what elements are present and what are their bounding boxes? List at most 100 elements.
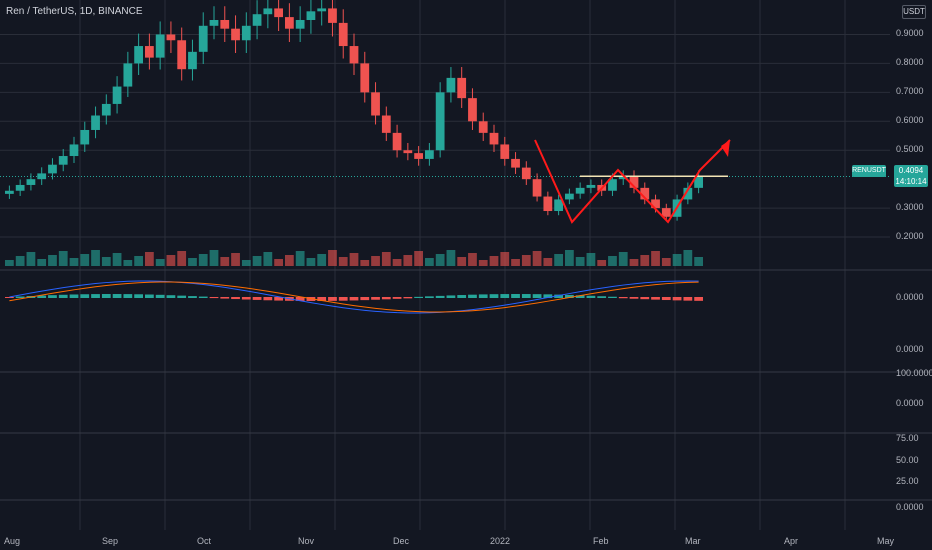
macd-histogram-bar [145, 294, 154, 298]
price-axis-label: 0.6000 [896, 115, 924, 126]
macd-histogram-bar [252, 297, 262, 300]
panel-axis-label: 0.0000 [896, 344, 924, 354]
macd-histogram-bar [198, 296, 208, 298]
volume-bar [468, 253, 477, 266]
current-price: 0.4094 [898, 166, 924, 175]
time-axis-label: Oct [197, 536, 212, 546]
candle [166, 34, 176, 41]
volume-bar [317, 254, 327, 266]
macd-histogram-bar [435, 295, 445, 298]
volume-bar [26, 252, 36, 266]
macd-histogram-bar [317, 297, 327, 301]
volume-bar [511, 259, 520, 266]
candle [511, 158, 520, 168]
candle [403, 150, 413, 154]
volume-bar [489, 256, 499, 266]
candle [414, 153, 423, 159]
volume-bar [640, 255, 650, 266]
volume-bar [651, 251, 660, 266]
ticker-badge: RENUSDT [852, 165, 886, 177]
macd-histogram-bar [554, 294, 563, 298]
volume-bar [231, 253, 240, 266]
macd-histogram-bar [575, 295, 585, 298]
volume-bar [155, 259, 165, 266]
candle [381, 115, 391, 133]
candle [80, 129, 90, 145]
macd-histogram-bar [478, 294, 488, 298]
candle [155, 34, 165, 58]
volume-bar [241, 260, 251, 266]
candle [231, 28, 240, 41]
macd-histogram-bar [91, 294, 100, 298]
volume-bar [252, 256, 262, 266]
macd-histogram-bar [37, 295, 47, 298]
volume-bar [608, 256, 617, 266]
volume-bar [306, 258, 316, 266]
macd-histogram-bar [48, 295, 57, 298]
volume-bar [392, 259, 402, 266]
macd-histogram-bar [565, 294, 574, 298]
volume-bar [629, 259, 639, 266]
time-axis-label: May [877, 536, 895, 546]
panel-axis-label: 100.0000 [896, 368, 932, 378]
candle [209, 20, 219, 26]
macd-histogram-bar [134, 294, 143, 298]
price-axis-label: 0.5000 [896, 144, 924, 155]
macd-histogram-bar [661, 297, 671, 301]
candle [618, 176, 628, 180]
volume-bar [285, 255, 294, 266]
macd-histogram-bar [468, 294, 477, 298]
candle [306, 11, 316, 20]
arrow-icon [721, 140, 730, 157]
macd-histogram-bar [338, 297, 348, 301]
volume-bar [69, 258, 79, 266]
macd-histogram-bar [489, 294, 499, 298]
macd-histogram-bar [532, 294, 542, 298]
volume-bar [5, 260, 14, 266]
volume-bar [15, 256, 25, 266]
candle [554, 199, 563, 212]
price-badge: 0.4094 14:10:14 [894, 165, 928, 187]
candle [145, 46, 154, 58]
volume-bar [48, 255, 57, 266]
panel-axis-label: 25.00 [896, 476, 919, 486]
candle [252, 14, 262, 26]
macd-histogram-bar [651, 297, 660, 300]
volume-bar [618, 252, 628, 266]
volume-bar [328, 250, 337, 266]
macd-histogram-bar [414, 296, 423, 298]
macd-histogram-bar [586, 295, 596, 298]
macd-histogram-bar [188, 296, 197, 298]
volume-bar [145, 252, 154, 266]
panel-axis-label: 0.0000 [896, 398, 924, 408]
volume-bar [457, 257, 467, 266]
macd-histogram-bar [15, 296, 25, 298]
time-axis-label: Apr [784, 536, 799, 546]
macd-histogram-bar [511, 294, 520, 298]
macd-histogram-bar [5, 297, 14, 298]
macd-histogram-bar [101, 294, 111, 298]
volume-bar [672, 254, 682, 266]
volume-bar [349, 253, 359, 266]
volume-bar [446, 250, 456, 266]
volume-bar [661, 258, 671, 266]
candle [188, 51, 197, 70]
candle [468, 98, 477, 122]
volume-bar [554, 254, 563, 266]
candle [15, 184, 25, 191]
macd-line [9, 280, 699, 314]
macd-histogram-bar [392, 297, 402, 299]
macd-histogram-bar [446, 295, 456, 298]
macd-histogram-bar [155, 294, 165, 298]
currency-button[interactable]: USDT [902, 5, 926, 19]
price-axis-label: 0.2000 [896, 231, 924, 242]
candle [392, 132, 402, 151]
price-axis-label: 0.3000 [896, 202, 924, 213]
candle [521, 167, 531, 180]
candle [69, 144, 79, 157]
volume-bar [597, 260, 607, 266]
candle [629, 176, 639, 188]
macd-histogram-bar [220, 297, 230, 299]
volume-bar [478, 260, 488, 266]
